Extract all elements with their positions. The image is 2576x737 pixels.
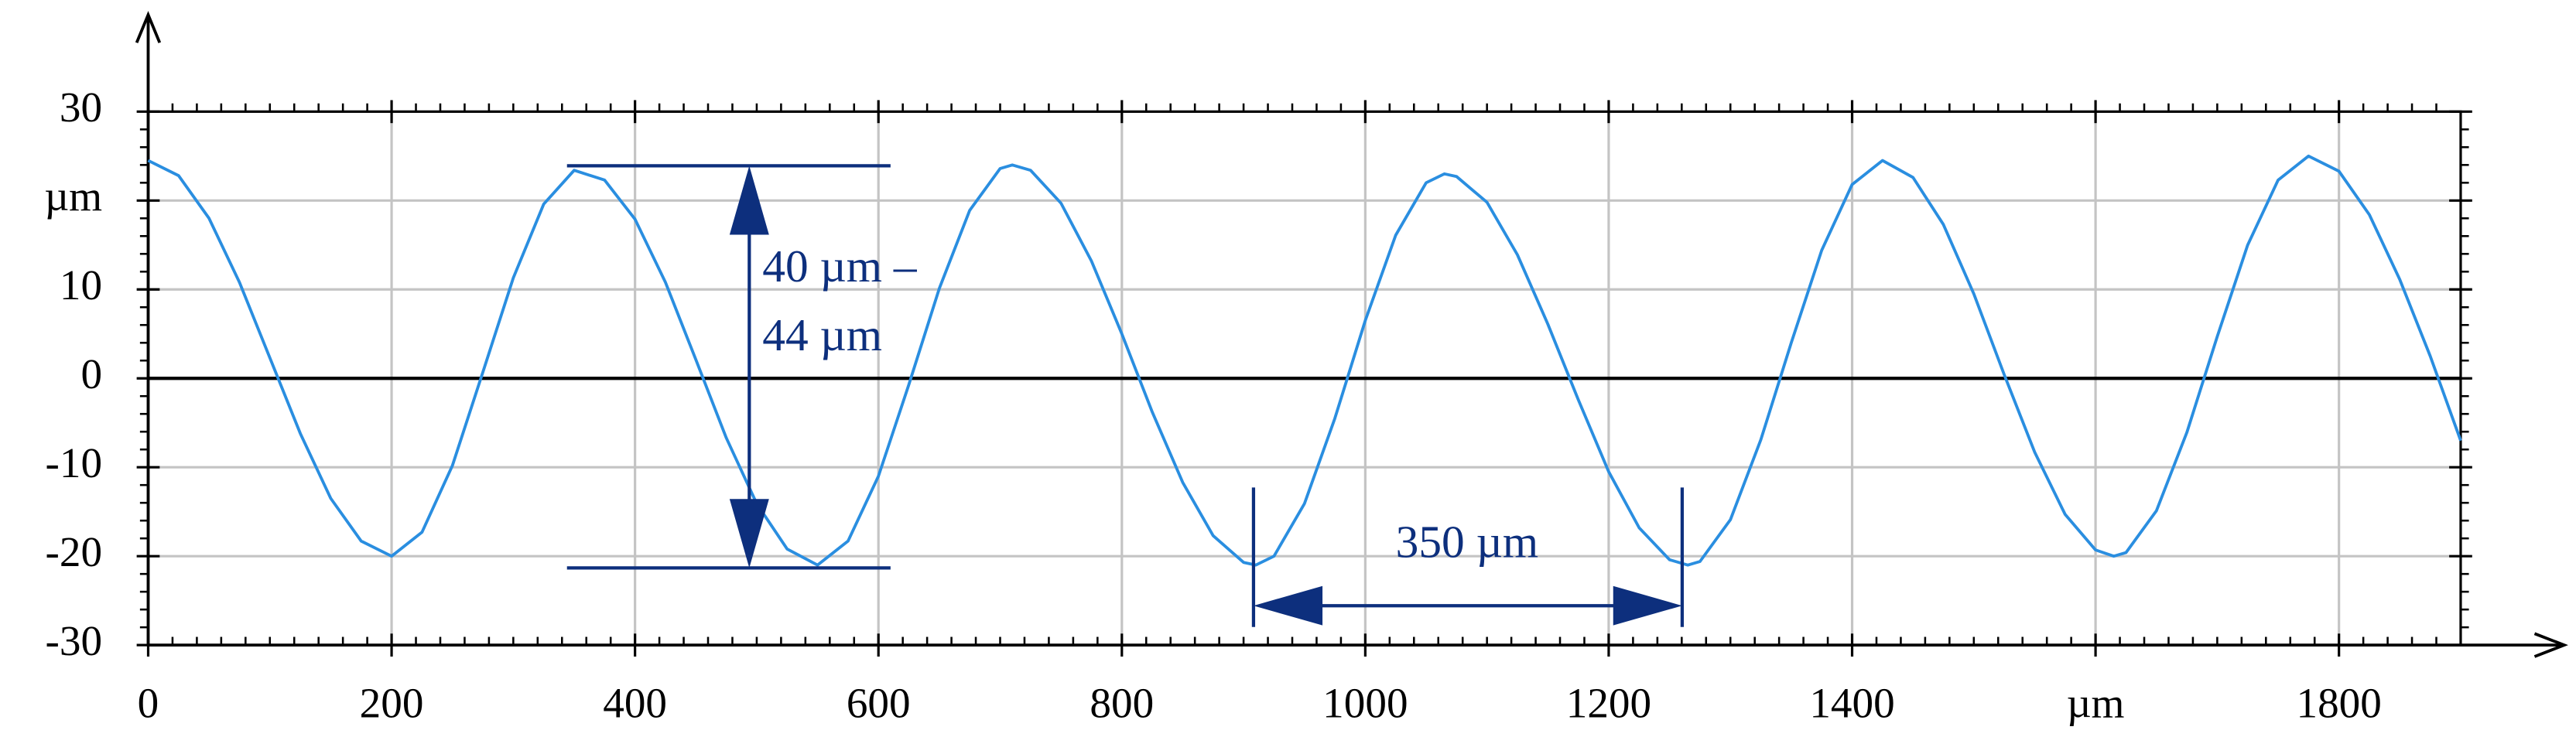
y-tick-label: µm — [44, 172, 102, 220]
y-tick-label: 30 — [60, 84, 102, 131]
data-line — [147, 154, 2462, 567]
plot: 0 200 400 600 800 1000 1200 1400 µm 1800 -30 -20 -10… — [44, 11, 2568, 726]
annotations: 40 µm – 44 µm 350 µm — [566, 164, 1685, 627]
arrow-head — [1253, 585, 1323, 626]
y-tick-label: -30 — [46, 617, 103, 664]
x-tick-label: 600 — [847, 679, 911, 726]
x-tick-label: 800 — [1090, 679, 1154, 726]
annotation: 40 µm – — [762, 241, 918, 292]
arrow-head — [729, 165, 769, 235]
arrow-head — [729, 499, 769, 568]
y-tick-label: -20 — [46, 528, 103, 575]
y-tick-label: 10 — [60, 261, 102, 309]
y-axis-arrow — [135, 11, 162, 43]
x-tick-label: 1800 — [2297, 679, 2382, 726]
x-tick-label: µm — [2067, 679, 2125, 726]
x-tick-label: 1000 — [1322, 679, 1408, 726]
annotation: 350 µm — [1396, 516, 1538, 567]
x-tick-label: 400 — [603, 679, 667, 726]
x-tick-label: 0 — [138, 679, 159, 726]
x-axis-arrow — [2533, 632, 2568, 658]
x-tick-label: 1200 — [1566, 679, 1651, 726]
arrow-head — [1613, 585, 1682, 626]
annotation: 44 µm — [762, 309, 882, 360]
x-tick-label: 200 — [360, 679, 424, 726]
y-tick-label: 0 — [80, 350, 102, 398]
y-tick-label: -10 — [46, 439, 103, 486]
x-tick-label: 1400 — [1809, 679, 1894, 726]
